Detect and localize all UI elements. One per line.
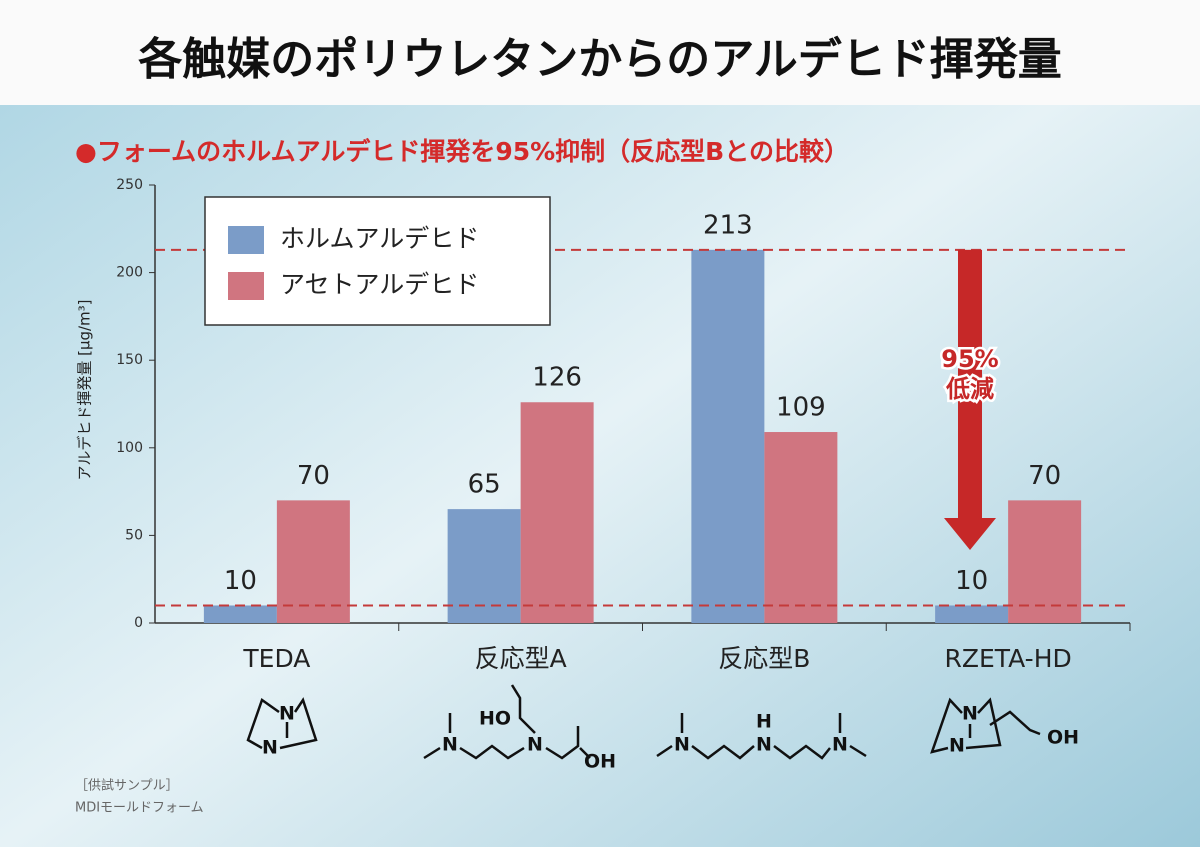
subtitle: ●フォームのホルムアルデヒド揮発を95%抑制（反応型Bとの比較） — [75, 137, 849, 166]
atom-label: N — [527, 734, 543, 756]
value-label: 10 — [224, 566, 257, 596]
atom-label: OH — [1047, 727, 1079, 749]
value-label: 70 — [1028, 461, 1061, 491]
value-label: 126 — [532, 363, 582, 393]
value-label: 10 — [955, 566, 988, 596]
title-banner — [0, 0, 1200, 105]
value-label: 213 — [703, 210, 753, 240]
bar — [520, 402, 594, 623]
bar — [935, 605, 1009, 623]
value-label: 109 — [776, 393, 826, 423]
x-tick-label: 反応型B — [718, 644, 810, 673]
x-tick-label: 反応型A — [475, 644, 567, 673]
atom-label: N — [674, 734, 690, 756]
y-tick-label: 250 — [116, 177, 143, 193]
arrow-shaft — [958, 249, 982, 520]
atom-label: N — [832, 734, 848, 756]
y-tick-label: 50 — [125, 527, 143, 543]
atom-label: N — [442, 734, 458, 756]
y-tick-label: 150 — [116, 352, 143, 368]
legend-label: アセトアルデヒド — [280, 270, 479, 299]
atom-label: HO — [479, 708, 511, 730]
structure-b: N H N N — [656, 711, 867, 760]
legend-swatch — [228, 226, 264, 254]
y-axis-label: アルデヒド揮発量 [μg/m³] — [76, 299, 94, 480]
bar — [691, 249, 765, 623]
bar — [447, 509, 521, 623]
footnote: MDIモールドフォーム — [75, 801, 204, 816]
annotation: 95% — [941, 345, 998, 373]
annotation: 低減 — [945, 375, 994, 403]
structure-teda: N N — [246, 697, 318, 759]
atom-label: N — [962, 703, 978, 725]
atom-label: N — [756, 734, 772, 756]
structure-rzeta: N N OH — [930, 697, 1079, 757]
structure-a: N HO N OH — [423, 684, 616, 773]
legend-swatch — [228, 272, 264, 300]
value-label: 65 — [468, 470, 501, 500]
atom-label: H — [756, 711, 772, 733]
bar — [764, 432, 838, 623]
footnote: ［供試サンプル］ — [75, 778, 179, 794]
x-tick-label: TEDA — [242, 644, 310, 673]
value-label: 70 — [297, 461, 330, 491]
atom-label: N — [262, 737, 278, 759]
legend-box — [204, 196, 551, 326]
arrow-head — [944, 518, 996, 550]
bar — [1008, 500, 1082, 623]
y-tick-label: 100 — [116, 440, 143, 456]
legend-label: ホルムアルデヒド — [280, 224, 479, 253]
atom-label: OH — [584, 751, 616, 773]
bar — [203, 605, 277, 623]
y-tick-label: 200 — [116, 265, 143, 281]
bar — [276, 500, 350, 623]
atom-label: N — [279, 703, 295, 725]
atom-label: N — [949, 735, 965, 757]
x-tick-label: RZETA-HD — [945, 644, 1072, 673]
y-tick-label: 0 — [134, 615, 143, 631]
chart-title: 各触媒のポリウレタンからのアルデヒド揮発量 — [138, 34, 1062, 85]
